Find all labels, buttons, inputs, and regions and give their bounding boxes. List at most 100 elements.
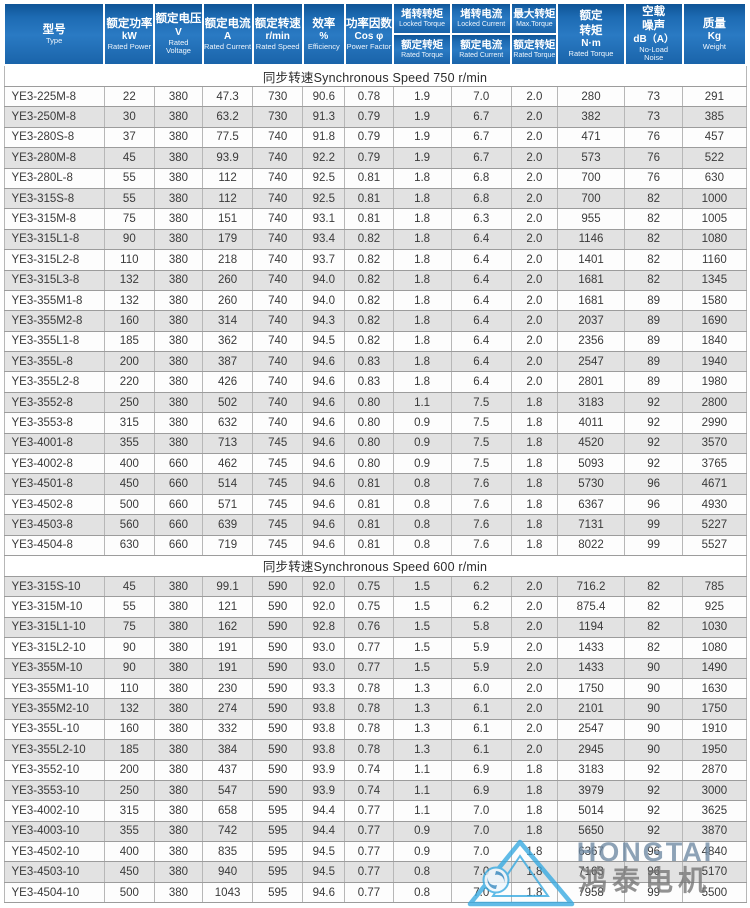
- cell: 94.5: [302, 330, 346, 353]
- type-cell: YE3-4502-10: [3, 841, 105, 863]
- table-row: YE3-280S-8 37 380 77.5 740 91.8 0.79 1.9 6.7 2.0 4…: [3, 126, 747, 149]
- cell: 7.0: [450, 85, 512, 108]
- cell: 2800: [682, 391, 747, 414]
- cell: 160: [103, 718, 155, 741]
- cell: 0.81: [344, 534, 394, 556]
- cell: 1.5: [392, 657, 452, 679]
- cell: 740: [252, 187, 304, 210]
- cell: 191: [202, 637, 254, 659]
- cell: 91.3: [302, 106, 346, 128]
- type-cell: YE3-355L-8: [3, 351, 105, 373]
- cell: 590: [252, 779, 304, 802]
- table-row: YE3-315L2-10 90 380 191 590 93.0 0.77 1.5 5.9 2.0…: [3, 637, 747, 659]
- cell: 387: [202, 351, 254, 373]
- cell: 1950: [682, 739, 747, 761]
- cell: 3765: [682, 453, 747, 475]
- type-cell: YE3-4503-10: [3, 861, 105, 883]
- table-row: YE3-4501-8 450 660 514 745 94.6 0.81 0.8 7.6 1.8 5…: [3, 473, 747, 495]
- cell: 514: [202, 473, 254, 495]
- cell: 590: [252, 698, 304, 720]
- section-title: 同步转速Synchronous Speed 600 r/min: [3, 554, 747, 577]
- rated-current-header: 额定电流 A Rated Current: [201, 2, 254, 66]
- cell: 82: [624, 269, 684, 291]
- cell: 380: [153, 432, 204, 455]
- cell: 191: [202, 657, 254, 679]
- header-label: N·m: [581, 38, 601, 50]
- efficiency-header: 效率% Efficiency: [301, 2, 346, 66]
- cell: 5.9: [450, 657, 512, 679]
- table-row: YE3-355L1-8 185 380 362 740 94.5 0.82 1.8 6.4 2.0…: [3, 330, 747, 353]
- cell: 5.8: [450, 616, 512, 639]
- cell: 1490: [682, 657, 747, 679]
- cell: 250: [103, 779, 155, 802]
- header-label: 质量: [702, 17, 726, 30]
- cell: 93.9: [302, 759, 346, 781]
- cell: 92: [624, 391, 684, 414]
- type-cell: YE3-4504-8: [3, 534, 105, 556]
- cell: 2.0: [510, 718, 558, 741]
- header-label: 噪声: [642, 20, 666, 33]
- cell: 0.9: [392, 432, 452, 455]
- no-load-noise-header: 空载 噪声 dB（A） No-Load Noise: [623, 2, 684, 66]
- cell: 6.8: [450, 187, 512, 210]
- cell: 925: [682, 596, 747, 618]
- cell: 0.9: [392, 820, 452, 843]
- cell: 5014: [556, 800, 626, 822]
- cell: 2.0: [510, 249, 558, 271]
- cell: 740: [252, 289, 304, 312]
- cell: 82: [624, 249, 684, 271]
- type-cell: YE3-250M-8: [3, 106, 105, 128]
- cell: 260: [202, 269, 254, 291]
- cell: 94.0: [302, 269, 346, 291]
- type-cell: YE3-3552-8: [3, 391, 105, 414]
- cell: 2.0: [510, 187, 558, 210]
- type-cell: YE3-4503-8: [3, 514, 105, 536]
- cell: 6.4: [450, 269, 512, 291]
- cell: 6.1: [450, 718, 512, 741]
- cell: 112: [202, 167, 254, 189]
- cell: 590: [252, 657, 304, 679]
- table-row: YE3-225M-8 22 380 47.3 730 90.6 0.78 1.9 7.0 2.0 2…: [3, 85, 747, 108]
- cell: 5500: [682, 881, 747, 904]
- cell: 522: [682, 147, 747, 169]
- cell: 3000: [682, 779, 747, 802]
- cell: 7.0: [450, 881, 512, 904]
- cell: 740: [252, 249, 304, 271]
- cell: 0.81: [344, 167, 394, 189]
- cell: 3183: [556, 391, 626, 414]
- cell: 2547: [556, 718, 626, 741]
- cell: 0.82: [344, 330, 394, 353]
- rated-torque-header: 额定 转矩 N·m Rated Torque: [556, 2, 626, 66]
- cell: 590: [252, 637, 304, 659]
- cell: 5527: [682, 534, 747, 556]
- cell: 6367: [556, 493, 626, 516]
- header-label: Max.Torque: [516, 20, 553, 28]
- cell: 82: [624, 575, 684, 598]
- cell: 380: [153, 289, 204, 312]
- cell: 380: [153, 228, 204, 251]
- cell: 0.78: [344, 739, 394, 761]
- cell: 5650: [556, 820, 626, 843]
- cell: 1080: [682, 228, 747, 251]
- cell: 590: [252, 596, 304, 618]
- section-band: 同步转速Synchronous Speed 750 r/min: [3, 64, 747, 87]
- cell: 55: [103, 596, 155, 618]
- cell: 7.0: [450, 861, 512, 883]
- cell: 1.9: [392, 85, 452, 108]
- cell: 185: [103, 330, 155, 353]
- locked-current-ratio-header-top: 堵转电流 Locked Current: [450, 2, 513, 35]
- header-label: 功率因数: [345, 17, 392, 30]
- table-row: YE3-355M2-10 132 380 274 590 93.8 0.78 1.3 6.1 2.…: [3, 698, 747, 720]
- table-row: YE3-355M1-8 132 380 260 740 94.0 0.82 1.8 6.4 2.0…: [3, 289, 747, 312]
- cell: 6.2: [450, 575, 512, 598]
- table-row: YE3-4002-10 315 380 658 595 94.4 0.77 1.1 7.0 1.8…: [3, 800, 747, 822]
- cell: 571: [202, 493, 254, 516]
- table-row: YE3-3552-8 250 380 502 740 94.6 0.80 1.1 7.5 1.8 3…: [3, 391, 747, 414]
- cell: 6.7: [450, 106, 512, 128]
- cell: 2037: [556, 310, 626, 332]
- type-header: 型号 Type: [2, 2, 106, 66]
- cell: 1840: [682, 330, 747, 353]
- cell: 384: [202, 739, 254, 761]
- cell: 93.1: [302, 208, 346, 230]
- header-label: 空载: [642, 6, 666, 18]
